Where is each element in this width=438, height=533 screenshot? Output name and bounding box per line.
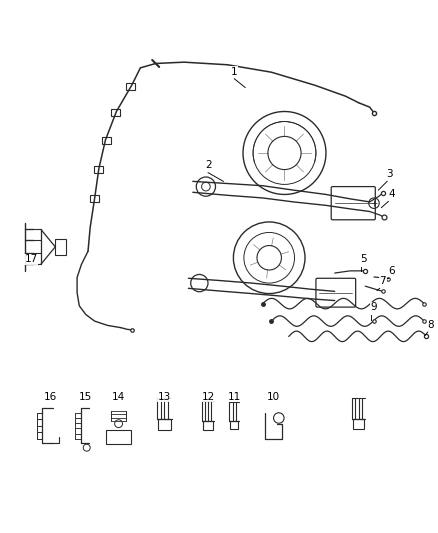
- Text: 17: 17: [25, 254, 38, 264]
- Bar: [111, 109, 120, 116]
- Bar: [127, 83, 135, 90]
- Bar: [55, 239, 66, 255]
- Bar: [106, 430, 131, 444]
- Text: 7: 7: [379, 276, 386, 286]
- Text: 5: 5: [360, 254, 367, 264]
- Text: 16: 16: [44, 392, 57, 402]
- Text: 3: 3: [386, 169, 392, 179]
- Text: 15: 15: [79, 392, 92, 402]
- Text: 8: 8: [427, 320, 434, 330]
- Text: 13: 13: [158, 392, 171, 402]
- Bar: [158, 419, 171, 430]
- Text: 11: 11: [228, 392, 241, 402]
- Bar: [90, 195, 99, 202]
- Text: 12: 12: [201, 392, 215, 402]
- Bar: [230, 422, 238, 430]
- Text: 2: 2: [205, 160, 212, 171]
- Bar: [353, 419, 364, 429]
- Text: 6: 6: [388, 266, 395, 276]
- Text: 10: 10: [267, 392, 280, 402]
- Bar: [203, 422, 213, 430]
- Text: 1: 1: [231, 67, 237, 77]
- Text: 9: 9: [371, 302, 377, 312]
- Bar: [102, 138, 111, 144]
- Bar: [94, 166, 103, 173]
- Text: 4: 4: [388, 189, 395, 199]
- Text: 14: 14: [112, 392, 125, 402]
